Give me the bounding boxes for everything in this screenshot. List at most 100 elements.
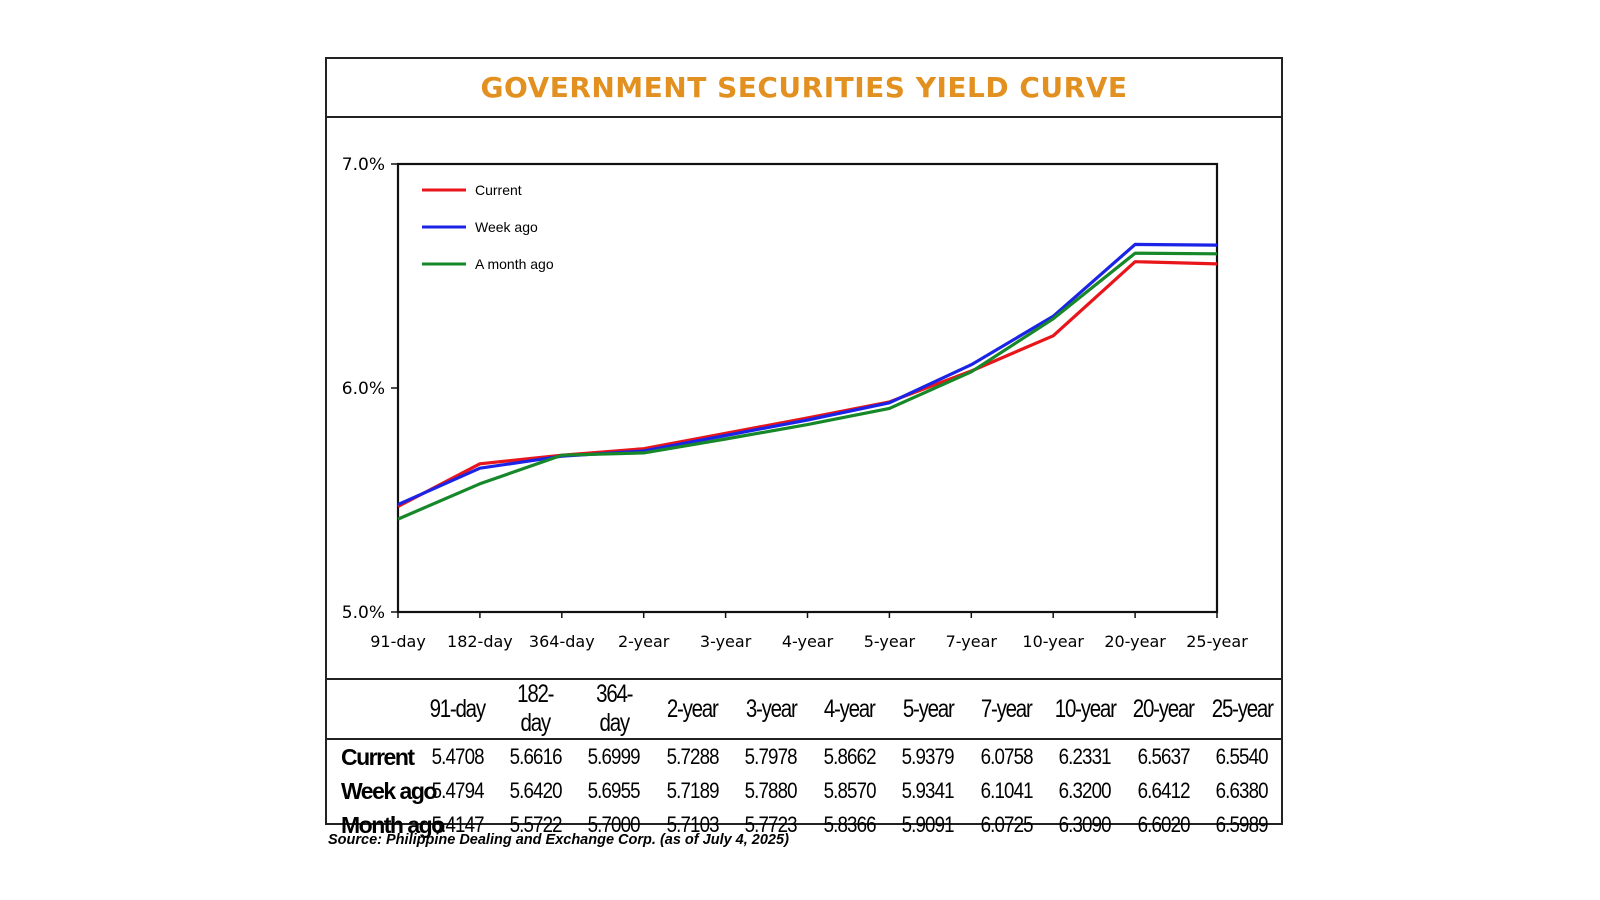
- legend-label: A month ago: [475, 256, 554, 272]
- column-header: 25-year: [1209, 678, 1274, 740]
- y-tick-label: 6.0%: [342, 379, 385, 399]
- column-header: 4-year: [817, 678, 882, 740]
- title-bar: GOVERNMENT SECURITIES YIELD CURVE: [327, 59, 1281, 118]
- row-label: Month ago: [341, 811, 445, 838]
- column-header: 182-day: [503, 678, 568, 740]
- cell-value: 6.5989: [1215, 812, 1269, 837]
- x-tick-label: 182-day: [447, 632, 513, 651]
- cell-value: 5.6420: [509, 778, 563, 803]
- table-cell: 5.9379: [889, 739, 967, 774]
- column-header: 364-day: [581, 678, 647, 740]
- cell-value: 5.6955: [588, 778, 641, 803]
- cell-value: 6.5637: [1137, 744, 1190, 769]
- column-header: 91-day: [425, 678, 490, 740]
- row-label: Current: [341, 743, 415, 770]
- cell-value: 6.6380: [1215, 778, 1269, 803]
- table-cell: 5.5722: [496, 808, 574, 842]
- table-cell: 5.8662: [810, 739, 888, 774]
- table-cell: 5.6955: [575, 774, 653, 808]
- column-header: 10-year: [1052, 678, 1118, 740]
- table-cell: 5.4147: [418, 808, 496, 842]
- series-line-2: [397, 242, 1218, 507]
- table-cell: 6.5540: [1203, 739, 1281, 774]
- table-cell: 5.7723: [732, 808, 810, 842]
- column-header: 2-year: [660, 678, 725, 740]
- table-cell: 6.5989: [1203, 808, 1281, 842]
- table-cell: 5.6999: [575, 739, 653, 774]
- chart-title: GOVERNMENT SECURITIES YIELD CURVE: [480, 71, 1128, 104]
- x-tick-label: 5-year: [864, 632, 916, 651]
- table-cell: 6.5637: [1124, 739, 1202, 774]
- cell-value: 6.0758: [980, 744, 1033, 769]
- cell-value: 5.7000: [588, 812, 641, 837]
- table-cell: 5.4794: [418, 774, 496, 808]
- table-cell: 6.3090: [1046, 808, 1124, 842]
- table-cell: 6.2331: [1046, 739, 1124, 774]
- table-cell: 6.6020: [1124, 808, 1202, 842]
- cell-value: 5.7189: [666, 778, 720, 803]
- cell-value: 5.8662: [823, 744, 876, 769]
- cell-value: 6.0725: [980, 812, 1033, 837]
- column-header: 7-year: [974, 678, 1039, 740]
- series-line-1: [397, 260, 1218, 508]
- table-row: Week ago 5.4794 5.6420 5.6955 5.7189 5.7880 5.…: [327, 774, 1281, 808]
- cell-value: 5.7880: [744, 778, 798, 803]
- source-note: Source: Philippine Dealing and Exchange …: [328, 832, 789, 848]
- cell-value: 5.9379: [901, 744, 955, 769]
- yield-curve-chart: 7.0% 6.0% 5.0% 91-day 182-day 364-day 2-year 3-…: [342, 155, 1248, 651]
- plot-area: [396, 162, 1219, 614]
- cell-value: 6.6412: [1137, 778, 1190, 803]
- x-tick-label: 364-day: [529, 632, 595, 651]
- x-tick-label: 20-year: [1104, 632, 1166, 651]
- x-tick-label: 3-year: [700, 632, 752, 651]
- cell-value: 6.3200: [1058, 778, 1112, 803]
- cell-value: 6.1041: [980, 778, 1033, 803]
- x-tick-label: 25-year: [1186, 632, 1248, 651]
- x-tick-label: 10-year: [1022, 632, 1084, 651]
- y-tick-label: 5.0%: [342, 603, 385, 623]
- table-cell: 5.6616: [496, 739, 574, 774]
- cell-value: 5.9341: [901, 778, 955, 803]
- cell-value: 6.5540: [1215, 744, 1269, 769]
- legend-label: Week ago: [475, 219, 538, 235]
- cell-value: 5.7103: [666, 812, 720, 837]
- cell-value: 5.9091: [901, 812, 955, 837]
- cell-value: 5.7723: [744, 812, 798, 837]
- cell-value: 5.4147: [431, 812, 484, 837]
- table-cell: 5.6420: [496, 774, 574, 808]
- table-cell: 6.6412: [1124, 774, 1202, 808]
- table-cell: 6.0758: [967, 739, 1045, 774]
- yield-table: 91-day 182-day 364-day 2-year 3-year 4-year 5-…: [327, 678, 1281, 842]
- table-cell: 5.8366: [810, 808, 888, 842]
- cell-value: 6.2331: [1058, 744, 1112, 769]
- cell-value: 5.4794: [431, 778, 484, 803]
- table-row: Current 5.4708 5.6616 5.6999 5.7288 5.7978 5.8…: [327, 739, 1281, 774]
- y-tick-label: 7.0%: [342, 155, 385, 175]
- x-tick-label: 4-year: [782, 632, 834, 651]
- table-cell: 5.7978: [732, 739, 810, 774]
- table-cell: 5.4708: [418, 739, 496, 774]
- cell-value: 5.4708: [431, 744, 484, 769]
- series-line-3: [397, 251, 1218, 521]
- table-cell: 5.7000: [575, 808, 653, 842]
- table-cell: 5.9341: [889, 774, 967, 808]
- column-header: 20-year: [1131, 678, 1196, 740]
- column-header: 5-year: [895, 678, 961, 740]
- x-tick-label: 2-year: [618, 632, 670, 651]
- column-header: 3-year: [738, 678, 804, 740]
- table-cell: 6.6380: [1203, 774, 1281, 808]
- legend-label: Current: [475, 182, 522, 198]
- row-label: Week ago: [341, 777, 437, 804]
- chart-frame: GOVERNMENT SECURITIES YIELD CURVE 7.0% 6.…: [325, 57, 1283, 838]
- table-cell: 6.0725: [967, 808, 1045, 842]
- table-cell: 5.7880: [732, 774, 810, 808]
- cell-value: 5.6999: [588, 744, 641, 769]
- table-cell: 6.3200: [1046, 774, 1124, 808]
- cell-value: 6.6020: [1137, 812, 1190, 837]
- table-body: Current 5.4708 5.6616 5.6999 5.7288 5.7978 5.8…: [327, 739, 1281, 842]
- cell-value: 6.3090: [1058, 812, 1112, 837]
- cell-value: 5.7978: [744, 744, 798, 769]
- table-cell: 5.7103: [653, 808, 731, 842]
- table-header-row: 91-day 182-day 364-day 2-year 3-year 4-year 5-…: [327, 678, 1281, 740]
- cell-value: 5.7288: [666, 744, 720, 769]
